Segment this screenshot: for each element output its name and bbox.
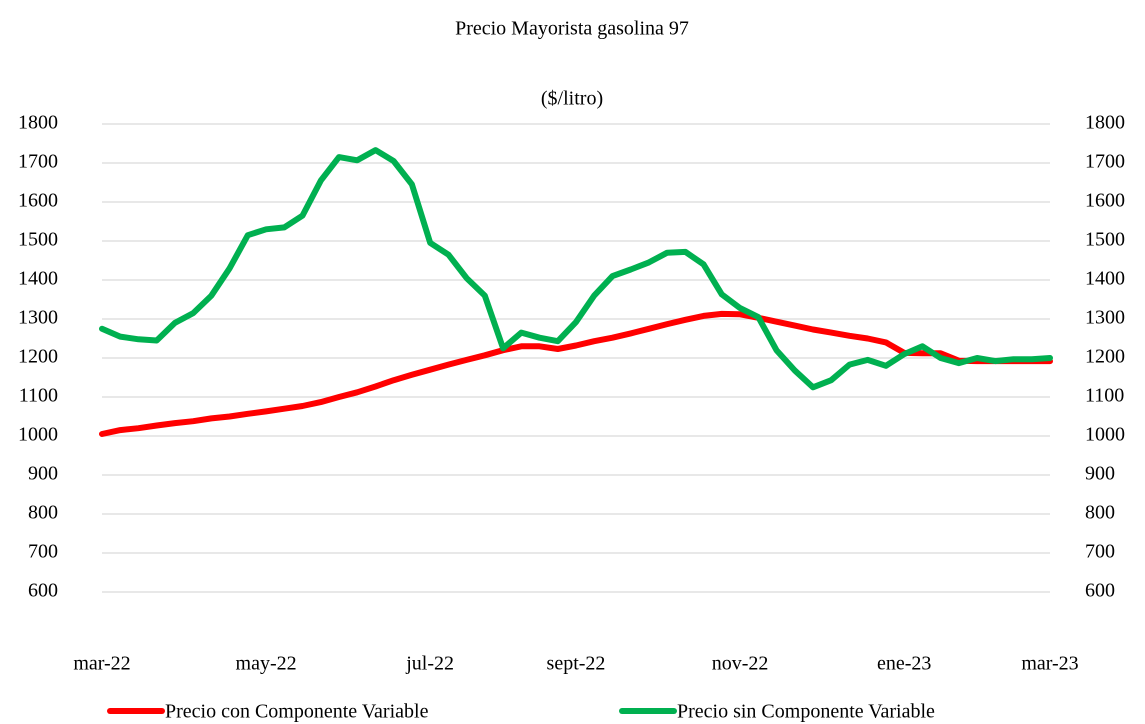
y-tick-label: 1500 bbox=[18, 229, 58, 251]
y2-tick-label: 1000 bbox=[1085, 424, 1125, 446]
legend-label: Precio sin Componente Variable bbox=[677, 701, 935, 723]
y-tick-label: 1800 bbox=[18, 112, 58, 134]
y2-tick-label: 1100 bbox=[1085, 385, 1124, 407]
chart-subtitle: ($/litro) bbox=[541, 88, 603, 110]
y-tick-label: 600 bbox=[28, 580, 58, 602]
x-tick-label: mar-23 bbox=[1021, 653, 1078, 675]
y2-tick-label: 600 bbox=[1085, 580, 1115, 602]
chart-title: Precio Mayorista gasolina 97 bbox=[455, 18, 689, 40]
y2-tick-label: 700 bbox=[1085, 541, 1115, 563]
y2-tick-label: 1400 bbox=[1085, 268, 1125, 290]
y-tick-label: 1300 bbox=[18, 307, 58, 329]
y-tick-label: 1700 bbox=[18, 151, 58, 173]
x-tick-label: mar-22 bbox=[73, 653, 130, 675]
series-line bbox=[99, 310, 1053, 437]
x-tick-label: jul-22 bbox=[405, 653, 454, 675]
x-tick-label: nov-22 bbox=[712, 653, 769, 675]
y2-tick-label: 800 bbox=[1085, 502, 1115, 524]
x-tick-label: may-22 bbox=[236, 653, 297, 675]
y2-tick-label: 1500 bbox=[1085, 229, 1125, 251]
series-line bbox=[99, 147, 1053, 391]
y-tick-label: 800 bbox=[28, 502, 58, 524]
y2-tick-label: 1800 bbox=[1085, 112, 1125, 134]
y2-tick-label: 1200 bbox=[1085, 346, 1125, 368]
y2-tick-label: 1600 bbox=[1085, 190, 1125, 212]
x-tick-label: ene-23 bbox=[877, 653, 931, 675]
legend-label: Precio con Componente Variable bbox=[165, 701, 429, 723]
x-tick-label: sept-22 bbox=[547, 653, 606, 675]
y-tick-label: 900 bbox=[28, 463, 58, 485]
y-tick-label: 700 bbox=[28, 541, 58, 563]
y2-tick-label: 1300 bbox=[1085, 307, 1125, 329]
y-tick-label: 1200 bbox=[18, 346, 58, 368]
y-tick-label: 1100 bbox=[19, 385, 58, 407]
y-tick-label: 1600 bbox=[18, 190, 58, 212]
y2-tick-label: 900 bbox=[1085, 463, 1115, 485]
y-tick-label: 1000 bbox=[18, 424, 58, 446]
y2-tick-label: 1700 bbox=[1085, 151, 1125, 173]
y-tick-label: 1400 bbox=[18, 268, 58, 290]
